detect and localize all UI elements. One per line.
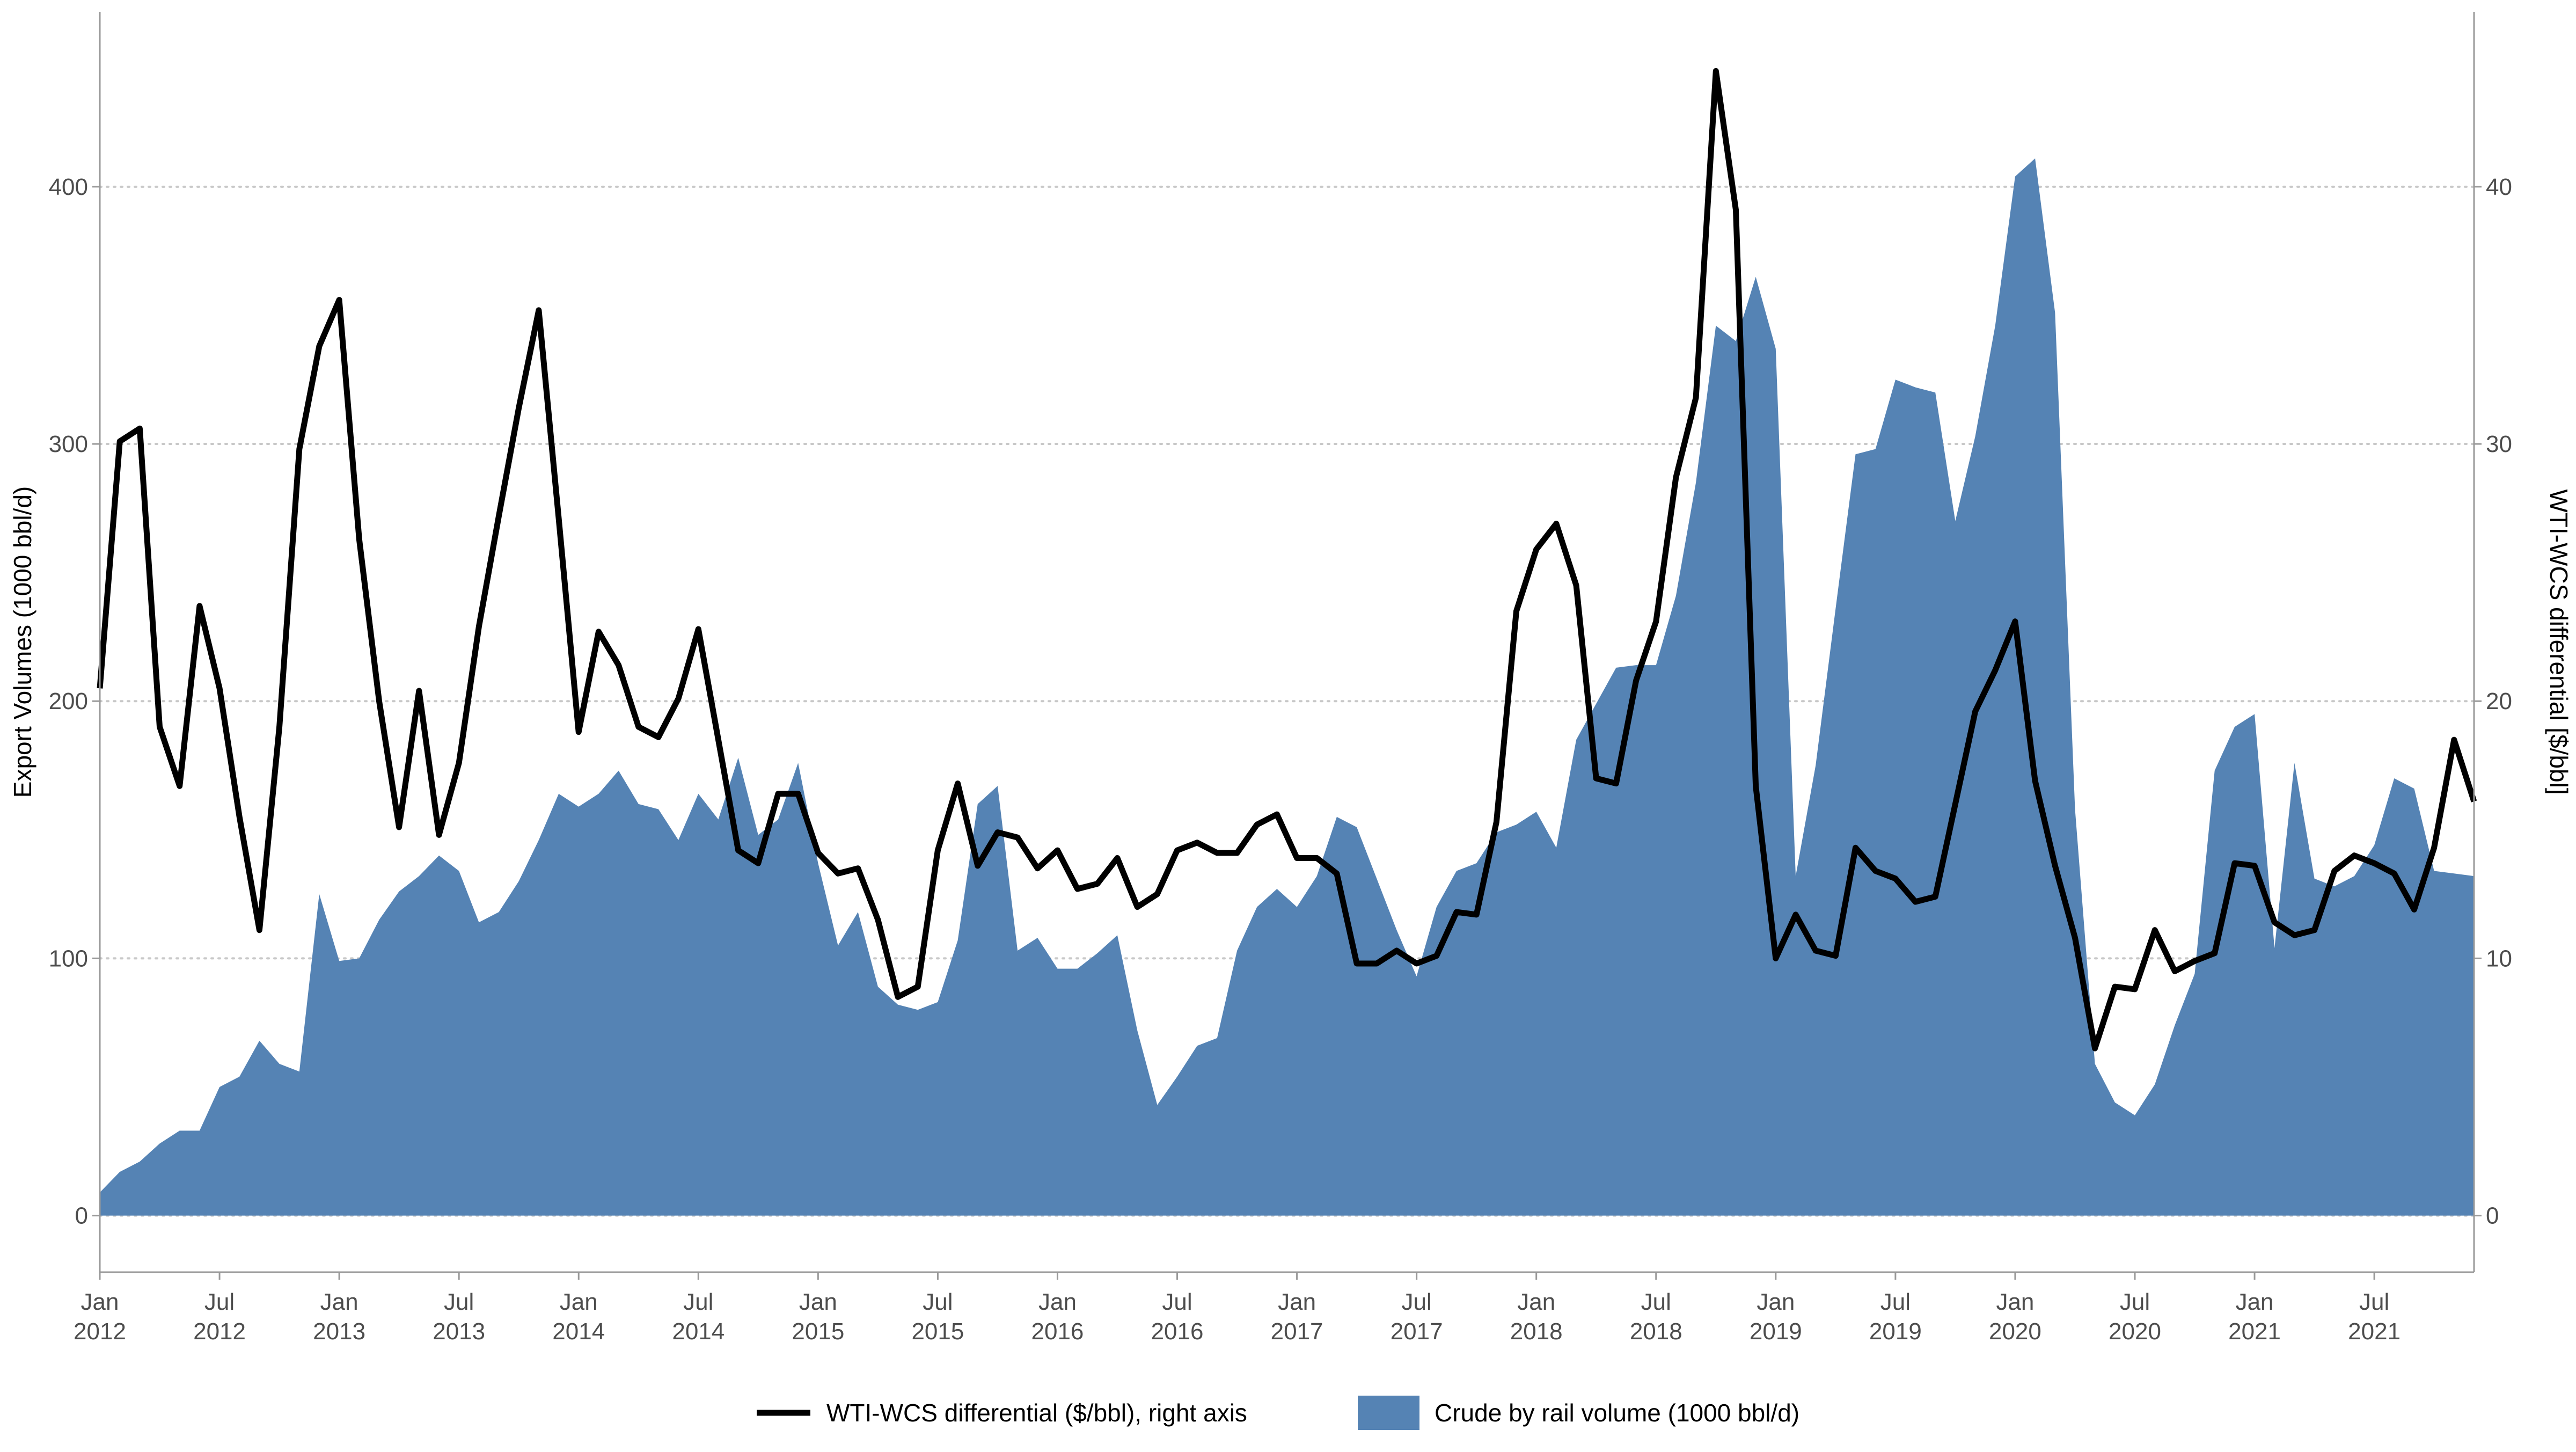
x-axis-tick-label-month: Jul <box>444 1289 474 1315</box>
x-axis-tick-label-year: 2018 <box>1510 1318 1563 1345</box>
left-axis-tick-label: 100 <box>49 945 88 972</box>
x-axis-tick-label-month: Jan <box>560 1289 598 1315</box>
x-axis-tick-label-year: 2017 <box>1391 1318 1443 1345</box>
left-axis-tick-label: 0 <box>75 1203 88 1229</box>
x-axis-tick-label-year: 2019 <box>1750 1318 1802 1345</box>
x-axis-tick-label-year: 2018 <box>1630 1318 1682 1345</box>
x-axis-tick-label-year: 2012 <box>193 1318 246 1345</box>
x-axis-tick-label-year: 2013 <box>433 1318 485 1345</box>
x-axis-tick-label-month: Jul <box>1641 1289 1671 1315</box>
left-axis-tick-label: 200 <box>49 688 88 714</box>
x-axis-tick-label-month: Jul <box>683 1289 713 1315</box>
x-axis-tick-label-month: Jul <box>2359 1289 2389 1315</box>
x-axis-tick-label-month: Jan <box>1517 1289 1555 1315</box>
legend-label-differential: WTI-WCS differential ($/bbl), right axis <box>826 1399 1247 1427</box>
right-axis-tick-label: 10 <box>2486 945 2512 972</box>
axes: 0 100 200 300 400 0 10 20 30 40 Jan 2012 Jul 2012 Jan 2… <box>49 12 2512 1345</box>
x-axis-tick-label-month: Jan <box>799 1289 837 1315</box>
x-axis-tick-label-year: 2016 <box>1031 1318 1084 1345</box>
x-axis-tick-label-year: 2021 <box>2228 1318 2281 1345</box>
right-axis-tick-label: 20 <box>2486 688 2512 714</box>
x-axis-tick-label-year: 2019 <box>1869 1318 1922 1345</box>
differential-line-layer <box>97 68 2477 1052</box>
right-axis-tick-label: 40 <box>2486 174 2512 200</box>
x-axis-tick-label-year: 2015 <box>792 1318 844 1345</box>
x-axis-tick-label-year: 2013 <box>313 1318 365 1345</box>
right-axis-title: WTI-WCS differential [$/bbl] <box>2545 489 2573 794</box>
x-axis-tick-label-year: 2017 <box>1271 1318 1323 1345</box>
rail-volume-area <box>100 158 2474 1216</box>
x-axis-tick-label-month: Jul <box>204 1289 235 1315</box>
x-axis-tick-label-month: Jan <box>1278 1289 1316 1315</box>
x-axis-tick-label-month: Jan <box>81 1289 119 1315</box>
legend: WTI-WCS differential ($/bbl), right axis… <box>757 1396 1799 1430</box>
x-axis-tick-label-month: Jan <box>320 1289 358 1315</box>
x-axis-tick-label-month: Jan <box>2236 1289 2274 1315</box>
right-axis-tick-label: 0 <box>2486 1203 2499 1229</box>
legend-area-swatch <box>1358 1396 1419 1430</box>
left-axis-tick-label: 300 <box>49 431 88 457</box>
rail-volume-area-layer <box>100 158 2474 1216</box>
right-axis-tick-label: 30 <box>2486 431 2512 457</box>
x-axis-tick-label-month: Jul <box>923 1289 953 1315</box>
x-axis-tick-label-month: Jul <box>1880 1289 1911 1315</box>
legend-label-rail-volume: Crude by rail volume (1000 bbl/d) <box>1435 1399 1799 1427</box>
x-axis-tick-label-year: 2020 <box>1989 1318 2041 1345</box>
x-axis-tick-label-year: 2021 <box>2348 1318 2401 1345</box>
x-axis-tick-label-year: 2016 <box>1151 1318 1204 1345</box>
x-axis-tick-label-month: Jan <box>1757 1289 1795 1315</box>
left-axis-tick-label: 400 <box>49 174 88 200</box>
x-axis-tick-label-month: Jan <box>1038 1289 1077 1315</box>
x-axis-tick-label-year: 2014 <box>552 1318 605 1345</box>
x-axis-tick-label-year: 2014 <box>672 1318 724 1345</box>
differential-line <box>97 68 2477 1052</box>
x-axis-tick-label-month: Jul <box>1402 1289 1432 1315</box>
x-axis-tick-label-year: 2020 <box>2109 1318 2161 1345</box>
x-axis-tick-label-year: 2012 <box>74 1318 126 1345</box>
x-axis-tick-label-year: 2015 <box>911 1318 964 1345</box>
x-axis-tick-label-month: Jan <box>1996 1289 2034 1315</box>
left-axis-title: Export Volumes (1000 bbl/d) <box>9 486 36 798</box>
x-axis-tick-label-month: Jul <box>2120 1289 2150 1315</box>
x-axis-tick-label-month: Jul <box>1162 1289 1192 1315</box>
